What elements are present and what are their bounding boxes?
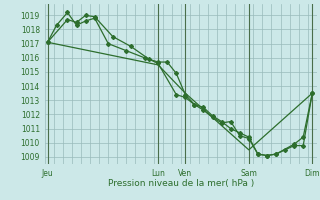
X-axis label: Pression niveau de la mer( hPa ): Pression niveau de la mer( hPa ) <box>108 179 254 188</box>
